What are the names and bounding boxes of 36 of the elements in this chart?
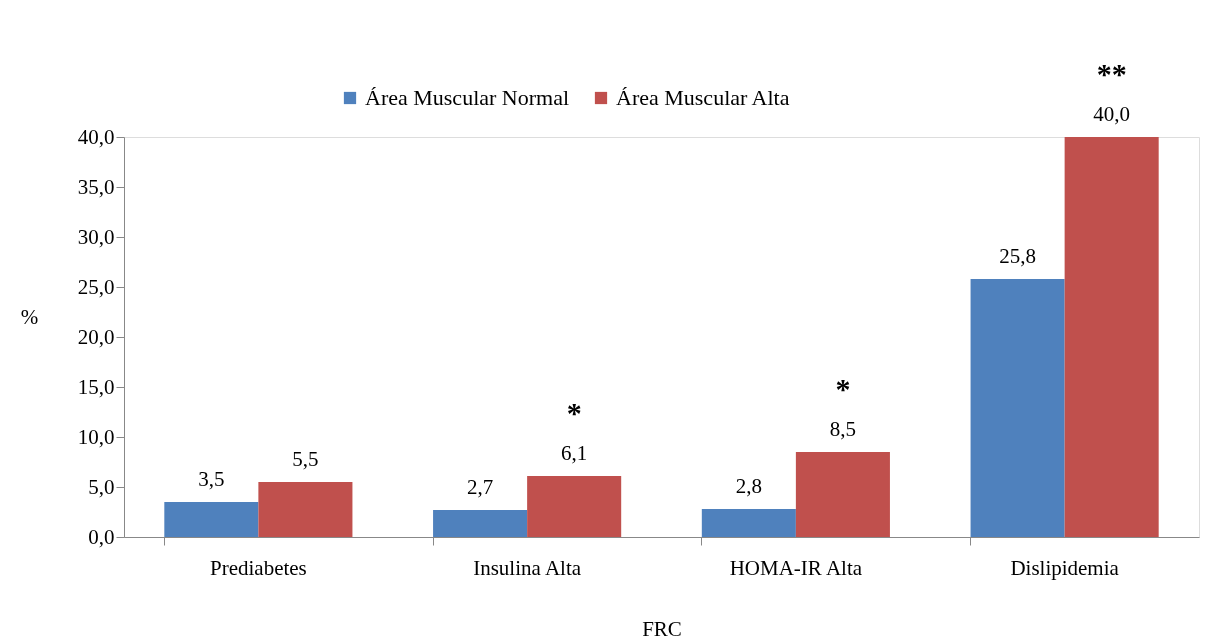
data-label: 25,8 <box>999 244 1036 268</box>
bar <box>433 510 528 537</box>
annotation: * <box>835 372 851 405</box>
data-label: 5,5 <box>292 447 319 471</box>
y-tick-label: 15,0 <box>77 374 115 399</box>
bar <box>258 482 353 537</box>
y-tick-label: 35,0 <box>77 174 115 199</box>
y-tick-label: 40,0 <box>77 124 115 149</box>
data-label: 6,1 <box>561 441 588 465</box>
data-label: 2,7 <box>466 475 494 499</box>
x-tick-label: HOMA-IR Alta <box>729 555 863 580</box>
bar <box>164 502 259 537</box>
y-axis-title: % <box>20 304 39 329</box>
x-axis-title: FRC <box>642 616 682 637</box>
data-label: 8,5 <box>829 417 857 441</box>
y-tick-label: 0,0 <box>88 524 115 549</box>
bar <box>970 279 1065 537</box>
annotation: * <box>566 396 582 429</box>
data-label: 40,0 <box>1093 102 1131 126</box>
annotation: ** <box>1096 57 1127 90</box>
legend-label: Área Muscular Normal <box>365 85 570 110</box>
bar <box>527 476 622 537</box>
bar <box>795 452 890 537</box>
x-tick-label: Dislipidemia <box>1010 555 1120 580</box>
data-label: 2,8 <box>735 474 762 498</box>
y-tick-label: 20,0 <box>77 324 115 349</box>
y-tick-label: 5,0 <box>88 474 115 499</box>
x-tick-label: Prediabetes <box>209 555 307 580</box>
data-label: 3,5 <box>198 467 225 491</box>
bar <box>1064 137 1159 537</box>
x-tick-label: Insulina Alta <box>473 555 582 580</box>
bar <box>701 509 796 537</box>
y-tick-label: 10,0 <box>77 424 115 449</box>
y-tick-label: 25,0 <box>77 274 115 299</box>
y-tick-label: 30,0 <box>77 224 115 249</box>
legend-label: Área Muscular Alta <box>616 85 790 110</box>
